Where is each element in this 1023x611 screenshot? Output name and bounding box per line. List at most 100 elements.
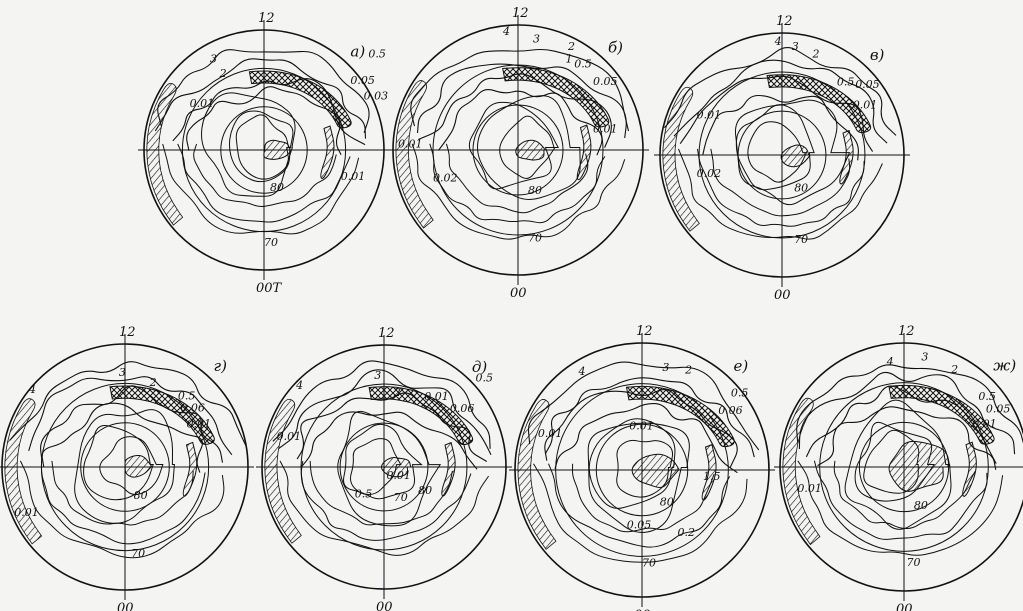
contour-value-label: 4 [578, 365, 586, 378]
hatched-region [839, 129, 854, 185]
contour-value-label: 0.5 [978, 390, 996, 403]
crosshatched-region [109, 385, 215, 445]
hatched-region [320, 125, 335, 179]
contour-line [350, 438, 402, 496]
crosshatched-region [368, 386, 474, 446]
top-meridian-label: 12 [378, 326, 395, 341]
contour-line [588, 418, 676, 509]
contour-line [9, 361, 247, 447]
panel-letter: д) [472, 358, 488, 376]
contour-line [499, 115, 556, 179]
contour-value-label: 3 [374, 369, 381, 382]
contour-value-label: 0.01 [697, 108, 722, 121]
contour-line [177, 143, 351, 223]
contour-line [278, 369, 492, 455]
contour-line [544, 377, 755, 458]
hatched-region [146, 82, 184, 226]
contour-value-label: 0.06 [180, 402, 205, 415]
contour-value-label: 1 [566, 53, 573, 66]
contour-line [477, 95, 581, 200]
contour-line [343, 423, 423, 500]
contour-line [797, 460, 1004, 556]
contour-value-label: 4 [886, 355, 894, 368]
contour-value-label: 3 [533, 33, 540, 46]
contour-line [437, 89, 603, 156]
bottom-meridian-label: 00 [376, 600, 393, 611]
contour-value-label: 0.5 [476, 372, 494, 385]
contour-value-label: 0.01 [797, 482, 822, 495]
panel-letter: г) [214, 357, 228, 375]
contour-value-label: 2 [567, 40, 575, 53]
contour-line [41, 460, 206, 545]
contour-line [710, 148, 851, 217]
contour-line [300, 460, 472, 541]
contour-value-label: 0.06 [450, 402, 475, 415]
crosshatched-region [625, 385, 735, 448]
polar-panel: 12 00 в) 4 32 0.5 0.05 0.01 0.01 0.02 80 70 [654, 14, 910, 303]
polar-panel: 12 00 г) 4 3 2 0.50.06 0.01 0.01 80 70 [0, 325, 254, 611]
contour-line [83, 425, 154, 501]
contour-value-label: 0.01 [853, 99, 878, 112]
crosshatched-region [766, 74, 872, 134]
contour-value-label: 0.5 [368, 48, 386, 61]
polar-panel: 12 00 б) 4 3 21 0.50.05 0.01 0.01 0.02 80 70 [387, 6, 649, 301]
contour-value-label: 70 [131, 547, 145, 560]
top-meridian-label: 12 [119, 325, 136, 340]
contour-line [734, 99, 851, 206]
contour-value-label: 3 [921, 350, 928, 363]
panel-letter: в) [870, 46, 885, 64]
contour-line [228, 110, 294, 183]
contour-value-label: 0.01 [538, 427, 563, 440]
contour-line [678, 148, 883, 240]
contour-value-label: 80 [270, 181, 284, 194]
hatched-region [515, 139, 547, 161]
contour-value-label: 80 [660, 496, 674, 509]
hatched-region [780, 144, 812, 168]
contour-value-label: 80 [418, 484, 432, 497]
contour-value-label: 3 [210, 52, 217, 65]
contour-value-label: 0.02 [433, 171, 458, 184]
contour-value-label: 0.05 [593, 75, 618, 88]
contour-value-label: 0.01 [187, 418, 212, 431]
contour-value-label: 0.01 [629, 419, 654, 432]
contour-value-label: 0.2 [678, 526, 696, 539]
contour-line [445, 143, 589, 214]
contour-value-label: 1.5 [703, 470, 721, 483]
hatched-region [888, 440, 951, 492]
contour-value-label: 3 [662, 361, 669, 374]
bottom-meridian-label: 00Т [256, 281, 283, 296]
hatched-region [782, 397, 821, 546]
contour-value-label: 0.01 [341, 170, 366, 183]
contour-value-label: 0.05 [986, 402, 1011, 415]
contour-value-label: 0.06 [718, 404, 743, 417]
contour-value-label: 0.03 [364, 90, 389, 103]
hatched-region [264, 398, 302, 544]
top-meridian-label: 12 [898, 324, 915, 339]
contour-value-label: 0.5 [731, 386, 749, 399]
contour-line [74, 409, 175, 524]
hatched-region [4, 398, 43, 545]
contour-line [337, 410, 442, 527]
contour-line [468, 101, 560, 190]
hatched-region [662, 86, 700, 232]
top-meridian-label: 12 [776, 14, 793, 29]
contour-line [411, 143, 626, 240]
contour-value-label: 70 [394, 491, 408, 504]
contour-value-label: 2 [684, 363, 692, 376]
panel-letter: б) [608, 39, 623, 57]
contour-value-label: 4 [774, 35, 782, 48]
contour-value-label: 4 [295, 379, 303, 392]
hatched-region [182, 441, 198, 497]
contour-value-label: 0.01 [398, 138, 423, 151]
hatched-region [576, 124, 592, 181]
contour-line [813, 460, 988, 540]
panel-letter: ж) [993, 356, 1016, 374]
bottom-meridian-label: 00 [510, 286, 527, 301]
contour-line [193, 143, 337, 207]
contour-value-label: 0.01 [190, 97, 215, 110]
contour-value-label: 70 [794, 233, 808, 246]
contour-value-label: 0.01 [277, 430, 302, 443]
contour-value-label: 0.05 [350, 74, 375, 87]
